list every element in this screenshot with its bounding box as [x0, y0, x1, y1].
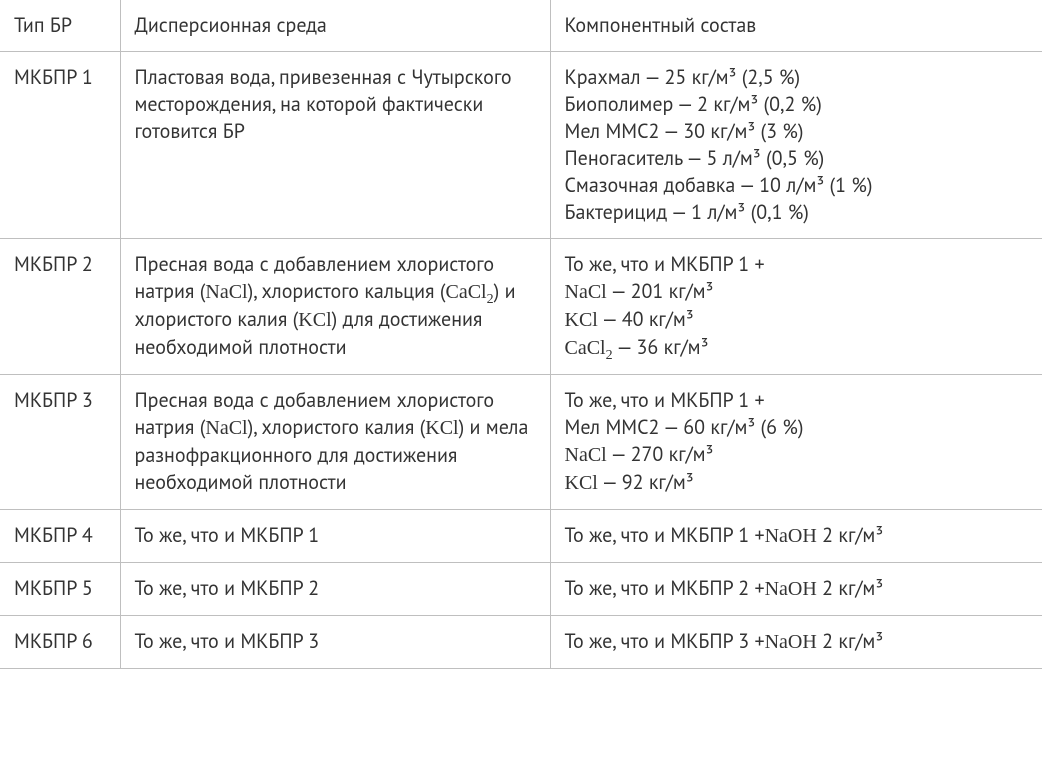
cell-medium: Пластовая вода, привезенная с Чутырского… — [120, 52, 550, 239]
cell-composition: То же, что и МКБПР 3 +NaOH 2 кг/м³ — [550, 616, 1042, 669]
table-row: МКБПР 3Пресная вода с добавлением хлорис… — [0, 375, 1042, 510]
cell-medium: Пресная вода с добавлением хлористого на… — [120, 375, 550, 510]
cell-composition: Крахмал — 25 кг/м³ (2,5 %)Биополимер — 2… — [550, 52, 1042, 239]
table-body: МКБПР 1Пластовая вода, привезенная с Чут… — [0, 52, 1042, 669]
table-row: МКБПР 1Пластовая вода, привезенная с Чут… — [0, 52, 1042, 239]
col-header-medium: Дисперсионная среда — [120, 0, 550, 52]
cell-type: МКБПР 6 — [0, 616, 120, 669]
cell-type: МКБПР 2 — [0, 239, 120, 375]
cell-type: МКБПР 1 — [0, 52, 120, 239]
cell-composition: То же, что и МКБПР 2 +NaOH 2 кг/м³ — [550, 563, 1042, 616]
col-header-type: Тип БР — [0, 0, 120, 52]
table-header-row: Тип БР Дисперсионная среда Компонентный … — [0, 0, 1042, 52]
table-row: МКБПР 4То же, что и МКБПР 1То же, что и … — [0, 510, 1042, 563]
cell-medium: То же, что и МКБПР 1 — [120, 510, 550, 563]
table-row: МКБПР 2Пресная вода с добавлением хлорис… — [0, 239, 1042, 375]
cell-medium: То же, что и МКБПР 2 — [120, 563, 550, 616]
table-row: МКБПР 6То же, что и МКБПР 3То же, что и … — [0, 616, 1042, 669]
drilling-fluid-table: Тип БР Дисперсионная среда Компонентный … — [0, 0, 1042, 669]
col-header-composition: Компонентный состав — [550, 0, 1042, 52]
cell-medium: То же, что и МКБПР 3 — [120, 616, 550, 669]
cell-type: МКБПР 3 — [0, 375, 120, 510]
cell-composition: То же, что и МКБПР 1 +Мел ММС2 — 60 кг/м… — [550, 375, 1042, 510]
cell-type: МКБПР 4 — [0, 510, 120, 563]
cell-composition: То же, что и МКБПР 1 +NaCl — 201 кг/м³KC… — [550, 239, 1042, 375]
table-row: МКБПР 5То же, что и МКБПР 2То же, что и … — [0, 563, 1042, 616]
cell-composition: То же, что и МКБПР 1 +NaOH 2 кг/м³ — [550, 510, 1042, 563]
cell-medium: Пресная вода с добавлением хлористого на… — [120, 239, 550, 375]
cell-type: МКБПР 5 — [0, 563, 120, 616]
